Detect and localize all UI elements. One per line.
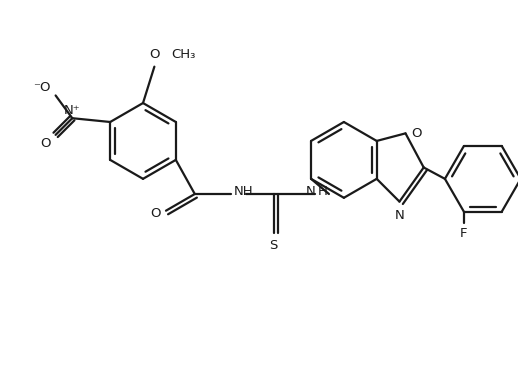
Text: O: O bbox=[412, 127, 422, 140]
Text: N⁺: N⁺ bbox=[64, 104, 81, 117]
Text: O: O bbox=[41, 137, 51, 150]
Text: N: N bbox=[305, 185, 315, 198]
Text: H: H bbox=[318, 185, 328, 198]
Text: N: N bbox=[394, 209, 404, 222]
Text: S: S bbox=[269, 239, 278, 253]
Text: O: O bbox=[149, 48, 159, 61]
Text: O: O bbox=[150, 207, 160, 220]
Text: CH₃: CH₃ bbox=[171, 48, 195, 61]
Text: F: F bbox=[460, 227, 468, 240]
Text: ⁻O: ⁻O bbox=[33, 81, 51, 94]
Text: NH: NH bbox=[234, 185, 254, 198]
